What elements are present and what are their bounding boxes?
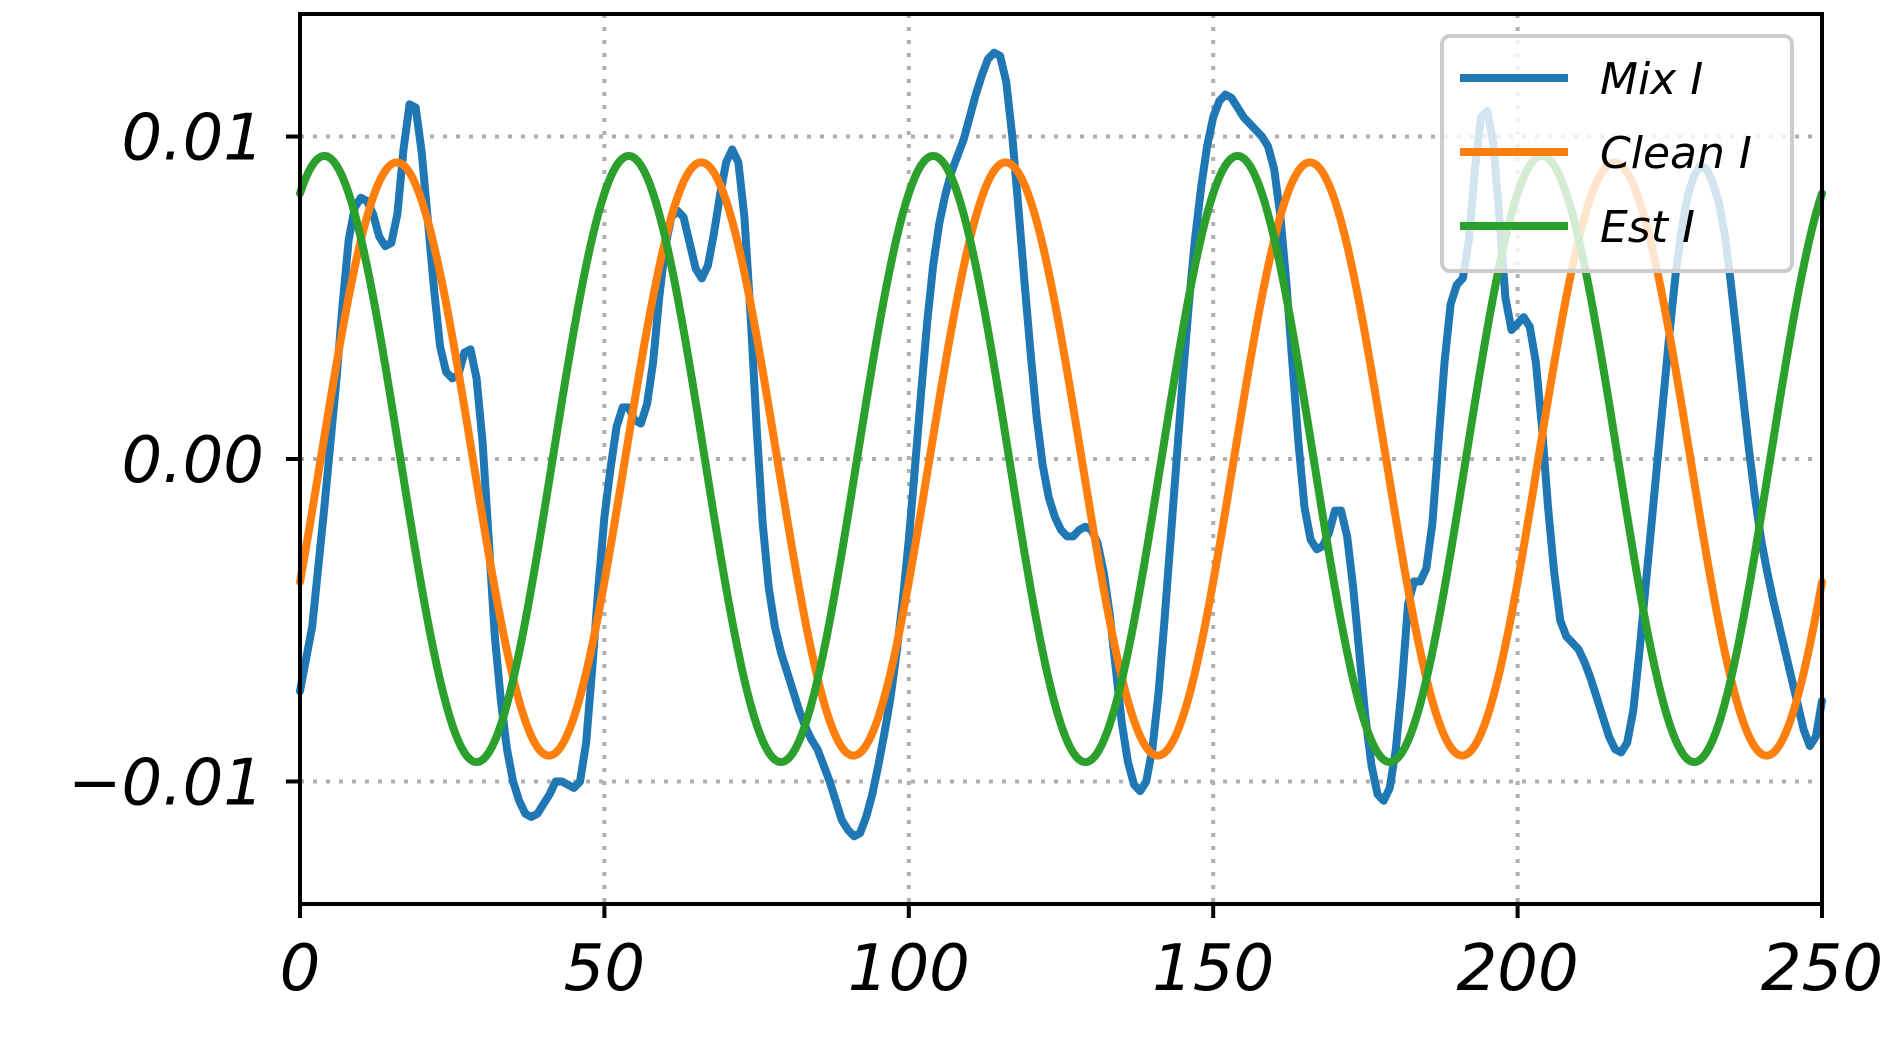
legend-label-mix-i: Mix I: [1600, 54, 1703, 105]
x-tick-label-2: 100: [848, 932, 970, 1006]
y-tick-label-1: 0.00: [122, 424, 265, 498]
grid: [300, 14, 1822, 904]
legend-box: [1440, 34, 1794, 273]
legend-label-est-i: Est I: [1600, 202, 1695, 253]
x-tick-label-1: 50: [564, 932, 645, 1006]
x-tick-label-0: 0: [280, 932, 321, 1006]
axis-ticks: 0 50 100 150 200 250 0.01 0.00 −0.01: [68, 102, 1883, 1006]
series-line-clean-i: [296, 158, 1826, 760]
legend: Mix I Clean I Est I: [1440, 34, 1794, 273]
y-tick-label-2: −0.01: [68, 746, 264, 820]
y-tick-label-0: 0.01: [122, 102, 265, 176]
x-tick-label-4: 200: [1457, 932, 1579, 1006]
series-line-mix-i: [296, 48, 1826, 841]
legend-label-clean-i: Clean I: [1600, 128, 1752, 179]
x-tick-label-3: 150: [1152, 932, 1274, 1006]
x-tick-label-5: 250: [1761, 932, 1883, 1006]
